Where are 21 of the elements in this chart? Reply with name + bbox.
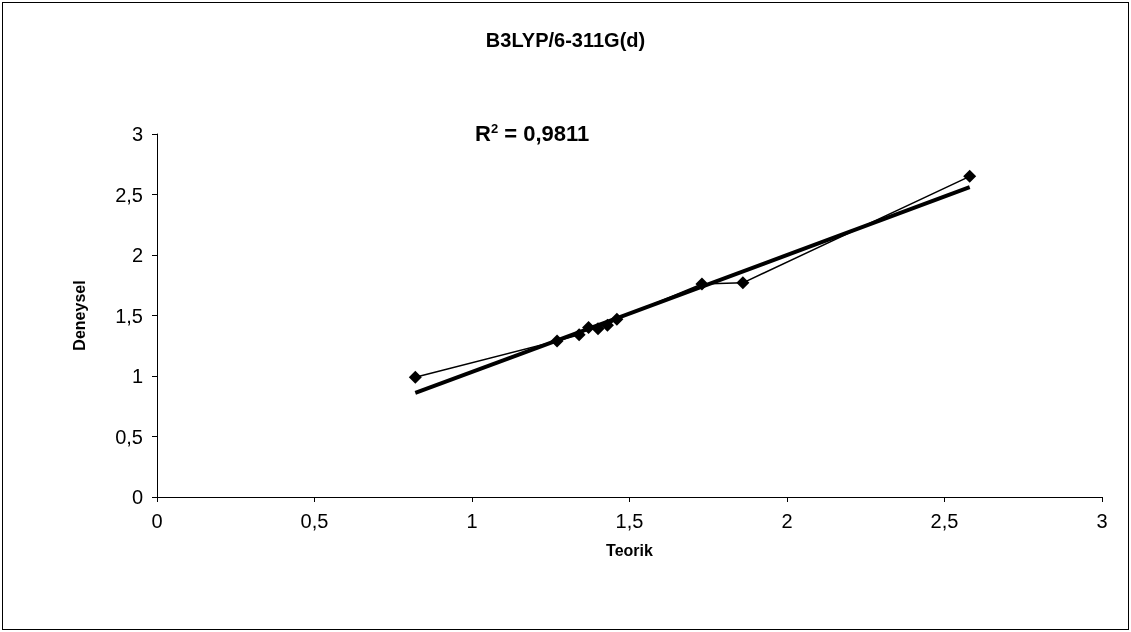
x-tick-label: 2 bbox=[781, 510, 793, 532]
point bbox=[736, 276, 750, 290]
x-tick-label: 0,5 bbox=[300, 510, 329, 532]
y-tick-label: 2 bbox=[131, 244, 143, 266]
chart-title: B3LYP/6-311G(d) bbox=[485, 29, 646, 51]
annotation: R$^{2}$ = 0,9811 bbox=[475, 121, 590, 148]
x-tick-label: 1,5 bbox=[615, 510, 644, 532]
point bbox=[408, 370, 422, 384]
y-tick-label: 1,5 bbox=[115, 304, 143, 327]
y-tick-label: 0 bbox=[131, 486, 143, 508]
y-axis-title: Deneysel bbox=[70, 280, 88, 351]
x-axis-title: Teorik bbox=[606, 541, 654, 559]
x-tick-label: 0 bbox=[151, 510, 163, 532]
y-tick-label: 3 bbox=[131, 123, 143, 145]
y-tick-label: 2,5 bbox=[115, 183, 143, 206]
x-tick-label: 1 bbox=[466, 510, 478, 532]
y-tick-label: 1 bbox=[131, 365, 143, 387]
x-tick-label: 2,5 bbox=[930, 510, 959, 532]
y-tick-label: 0,5 bbox=[115, 425, 143, 448]
x-tick-label: 3 bbox=[1096, 510, 1108, 532]
point bbox=[963, 169, 977, 183]
